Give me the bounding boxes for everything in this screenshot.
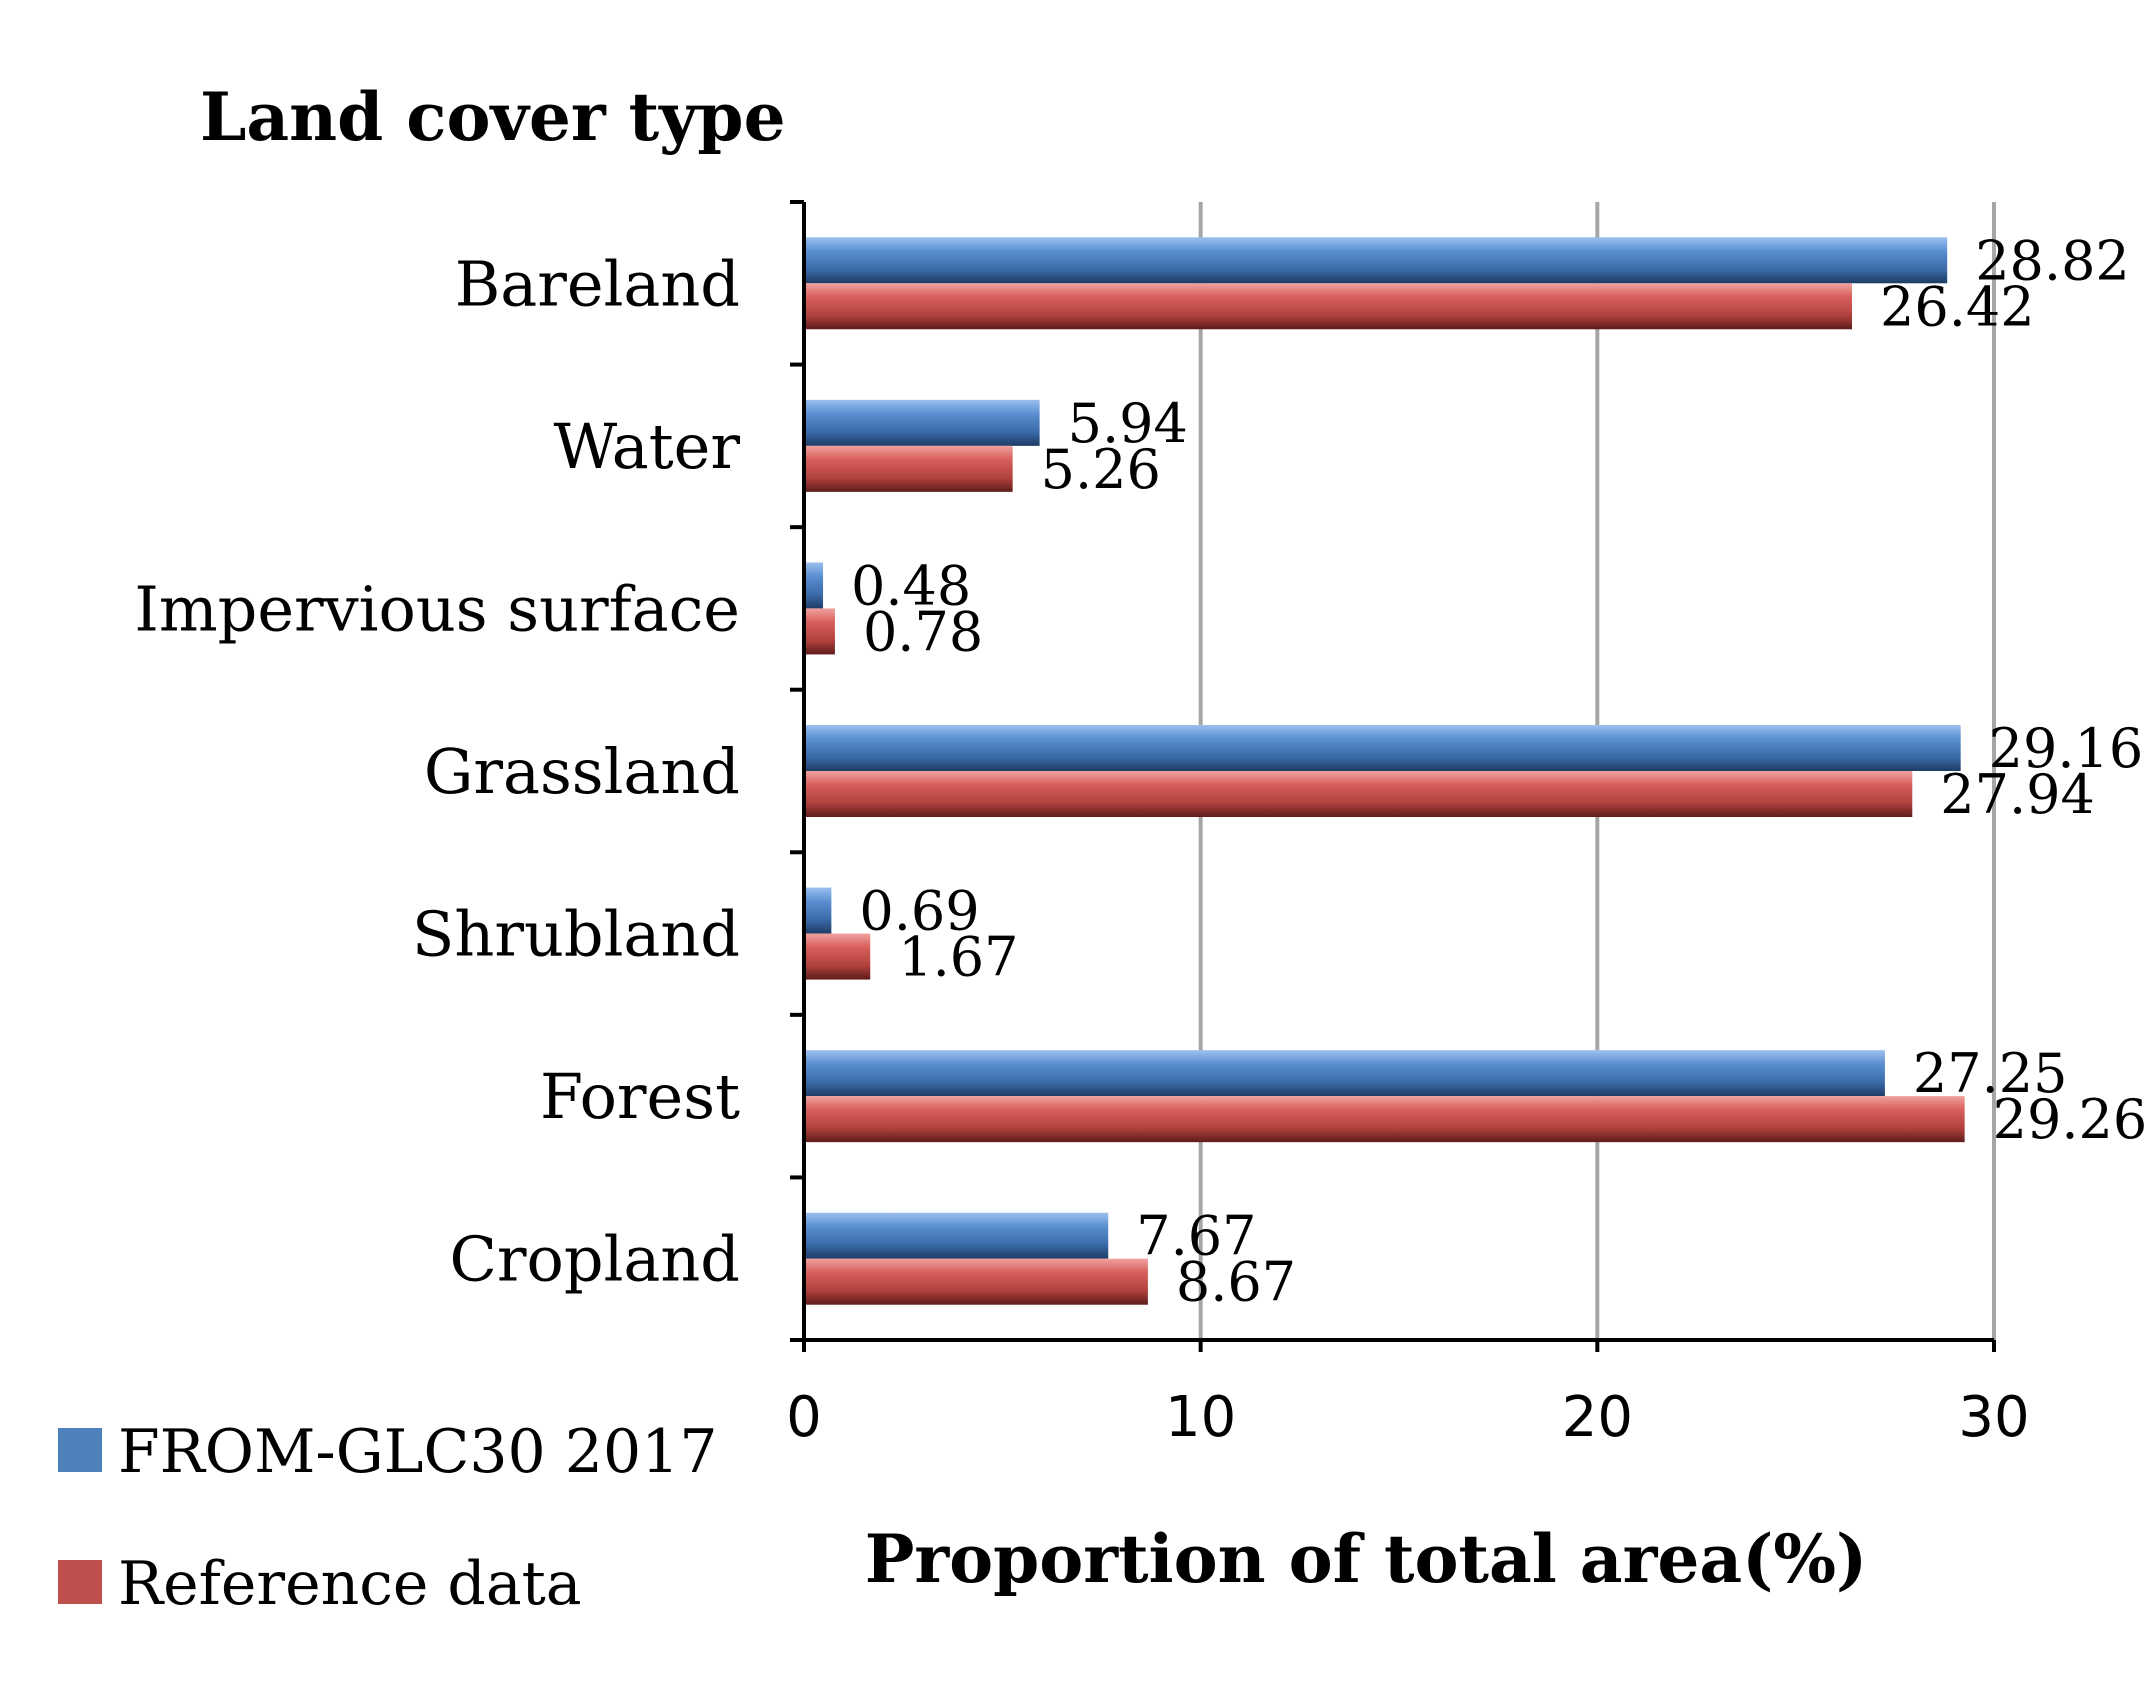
data-label: 7.67 [1136, 1205, 1256, 1268]
category-label: Forest [540, 1060, 740, 1133]
bar-from-glc30 [804, 237, 1948, 284]
data-label: 5.26 [1041, 438, 1161, 501]
data-label: 27.94 [1940, 763, 2095, 826]
data-label: 29.16 [1989, 717, 2144, 780]
bar-from-glc30 [804, 1212, 1109, 1259]
x-tick-label: 10 [1165, 1385, 1236, 1450]
bars [804, 237, 1965, 1305]
data-label: 0.78 [863, 600, 983, 663]
bar-reference [804, 283, 1852, 330]
data-label: 29.26 [1993, 1088, 2148, 1151]
data-label: 1.67 [898, 926, 1018, 989]
bar-reference [804, 933, 871, 980]
bar-from-glc30 [804, 725, 1961, 771]
data-label: 26.42 [1880, 275, 2035, 338]
legend: FROM-GLC30 2017 Reference data [58, 1417, 718, 1619]
legend-swatch-from-glc30 [58, 1428, 102, 1472]
data-label: 28.82 [1975, 229, 2130, 292]
data-label: 0.69 [859, 880, 979, 943]
data-label: 5.94 [1068, 392, 1188, 455]
category-label: Water [553, 410, 740, 483]
bar-reference [804, 608, 835, 655]
bar-from-glc30 [804, 399, 1040, 446]
category-label: Grassland [424, 735, 740, 808]
category-label: Impervious surface [134, 572, 740, 645]
bar-reference [804, 1096, 1965, 1143]
ticks: 0 10 20 30 [786, 200, 2030, 1450]
category-label: Bareland [455, 247, 740, 320]
bar-from-glc30 [804, 1050, 1885, 1097]
category-label: Shrubland [412, 898, 740, 971]
data-label: 8.67 [1176, 1251, 1296, 1314]
bar-reference [804, 445, 1013, 492]
y-axis-title: Land cover type [200, 78, 786, 156]
category-label: Cropland [449, 1223, 740, 1296]
bar-reference [804, 771, 1913, 817]
bar-from-glc30 [804, 562, 824, 609]
x-tick-label: 0 [786, 1385, 822, 1450]
legend-swatch-reference [58, 1560, 102, 1604]
legend-label: FROM-GLC30 2017 [118, 1417, 718, 1487]
x-tick-label: 30 [1958, 1385, 2029, 1450]
axes [802, 202, 1994, 1342]
legend-label: Reference data [118, 1549, 581, 1619]
x-axis-title: Proportion of total area(%) [865, 1520, 1868, 1598]
x-tick-label: 20 [1562, 1385, 1633, 1450]
bar-reference [804, 1258, 1148, 1305]
bar-from-glc30 [804, 887, 832, 934]
data-label: 0.48 [851, 554, 971, 617]
data-label: 27.25 [1913, 1042, 2068, 1105]
